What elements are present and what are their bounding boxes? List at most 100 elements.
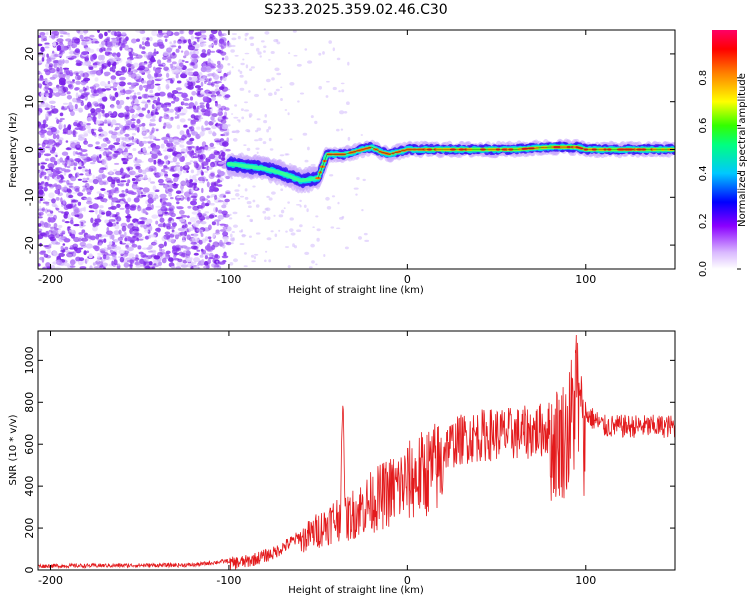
noise-point [122,142,127,147]
noise-point [116,52,121,58]
noise-point [116,221,119,225]
noise-point [38,71,41,74]
noise-point [190,200,197,206]
noise-point [246,215,251,218]
noise-point [116,216,122,222]
noise-point [54,189,60,195]
noise-point [120,180,127,183]
noise-point [200,66,207,73]
noise-point [128,155,133,158]
noise-point [201,187,204,194]
noise-point [172,138,178,144]
noise-point [67,226,71,229]
noise-point [130,128,136,131]
noise-point [164,159,169,166]
noise-point [77,178,82,181]
noise-point [148,134,155,140]
noise-point [179,30,185,35]
noise-point [203,261,209,266]
noise-point [221,123,229,130]
noise-point [195,32,198,35]
noise-point [172,146,177,152]
noise-point [92,154,97,159]
noise-point [139,258,145,264]
noise-point [128,137,132,141]
noise-point [81,237,89,242]
noise-point [210,172,215,177]
noise-point [142,147,147,153]
noise-point [166,80,171,84]
noise-point [40,162,48,165]
noise-point [145,129,150,133]
noise-point [275,39,279,42]
noise-point [75,80,81,85]
noise-point [170,116,174,120]
noise-point [192,71,199,77]
noise-point [285,230,288,233]
noise-point [48,192,55,199]
noise-point [164,102,171,105]
noise-point [178,112,186,116]
noise-point [294,245,297,249]
noise-point [239,74,244,78]
noise-point [60,245,64,251]
noise-point [59,30,64,35]
noise-point [140,101,148,104]
noise-point [106,120,112,124]
noise-point [38,124,45,128]
noise-point [134,175,141,178]
noise-point [246,201,252,205]
noise-point [180,73,188,79]
noise-point [212,232,216,239]
noise-point [245,64,249,69]
noise-point [263,50,266,53]
noise-point [41,207,46,213]
noise-point [164,211,168,215]
noise-point [243,144,247,146]
y-tick-label: 10 [23,95,36,109]
noise-point [290,232,296,236]
noise-point [68,51,76,55]
noise-point [169,79,174,84]
noise-point [110,75,117,80]
noise-point [113,82,118,88]
noise-point [177,106,184,110]
noise-point [181,134,186,141]
noise-point [66,95,72,100]
colorbar-tick-label: 0.4 [698,165,709,181]
noise-point [157,85,161,91]
noise-point [233,116,239,119]
noise-point [142,187,150,193]
noise-point [110,86,115,89]
noise-point [169,210,174,216]
noise-point [220,76,223,81]
noise-point [166,180,174,184]
noise-point [146,247,152,250]
noise-point [174,234,179,240]
noise-point [263,120,268,124]
noise-point [218,154,222,160]
noise-point [250,66,255,69]
noise-point [329,174,334,177]
noise-point [195,214,199,220]
noise-point [70,233,76,239]
noise-point [66,129,73,135]
noise-point [107,176,113,183]
noise-point [90,162,96,165]
noise-point [113,87,117,91]
noise-point [190,188,194,194]
noise-point [287,265,291,269]
noise-point [202,63,207,68]
noise-point [322,51,325,55]
noise-point [130,207,135,210]
noise-point [64,246,69,251]
noise-point [67,213,71,220]
noise-point [190,76,198,82]
noise-point [224,55,229,61]
noise-point [88,48,95,53]
noise-point [176,206,184,210]
noise-point [223,251,227,257]
noise-point [114,223,120,230]
noise-point [110,95,116,102]
